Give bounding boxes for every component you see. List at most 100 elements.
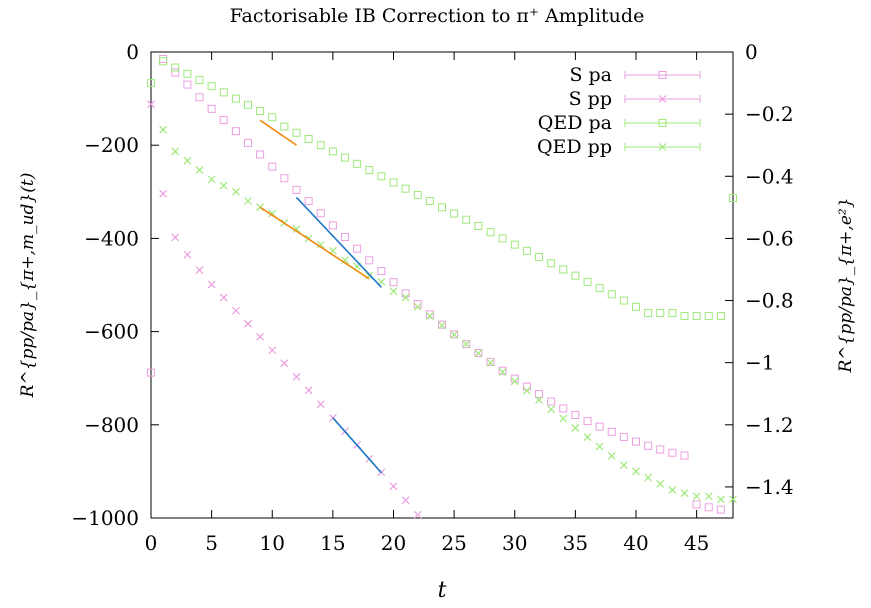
- cross-stroke: [692, 492, 701, 501]
- data-point: [389, 278, 398, 287]
- fits-layer: [259, 119, 382, 474]
- data-point: [219, 116, 228, 125]
- data-point: [353, 244, 362, 253]
- data-point: [450, 330, 459, 339]
- data-point: [716, 495, 725, 504]
- cross-stroke: [656, 479, 665, 488]
- cross-stroke: [231, 306, 240, 315]
- data-point: [341, 233, 349, 242]
- data-point: [256, 332, 265, 341]
- data-point: [522, 382, 531, 391]
- data-point: [644, 308, 653, 317]
- cross-stroke: [632, 467, 640, 476]
- data-point: [668, 448, 677, 457]
- data-point: [219, 88, 228, 97]
- series-qed-pa: [147, 57, 737, 321]
- chart-title: Factorisable IB Correction to π⁺ Amplitu…: [230, 5, 645, 27]
- data-point: [231, 94, 240, 103]
- data-point: [219, 293, 228, 302]
- legend-label: S pa: [569, 64, 612, 86]
- plot-area: [150, 51, 734, 519]
- data-point: [365, 256, 374, 265]
- cross-stroke: [658, 95, 667, 103]
- data-point: [280, 359, 289, 368]
- data-point: [195, 93, 204, 102]
- data-point: [510, 374, 519, 383]
- y2-tick-label: 0: [745, 40, 758, 64]
- cross-stroke: [413, 302, 422, 311]
- data-point: [668, 308, 677, 317]
- cross-stroke: [292, 225, 301, 234]
- data-point: [498, 368, 507, 376]
- cross-stroke: [595, 442, 604, 451]
- cross-stroke: [644, 473, 653, 482]
- y-tick-label: 0: [126, 40, 139, 64]
- cross-stroke: [231, 187, 240, 196]
- data-point: [183, 156, 192, 165]
- data-point: [207, 104, 216, 113]
- data-point: [256, 150, 265, 159]
- data-point: [559, 414, 568, 423]
- cross-stroke: [183, 156, 192, 165]
- data-point: [704, 312, 713, 321]
- data-point: [547, 259, 556, 268]
- cross-stroke: [195, 166, 204, 174]
- data-point: [171, 63, 180, 72]
- data-point: [510, 377, 519, 386]
- data-point: [244, 197, 252, 206]
- data-point: [389, 482, 398, 491]
- y-tick-label: −200: [84, 133, 139, 157]
- data-point: [401, 496, 410, 505]
- data-point: [413, 510, 422, 519]
- data-point: [171, 233, 180, 242]
- data-point: [231, 187, 240, 196]
- data-point: [316, 209, 325, 218]
- data-point: [680, 451, 689, 460]
- cross-stroke: [462, 340, 471, 348]
- data-point: [498, 366, 507, 375]
- data-point: [462, 215, 471, 224]
- data-point: [231, 127, 240, 136]
- data-point: [195, 75, 204, 84]
- x-tick-label: 0: [145, 531, 158, 555]
- data-point: [474, 221, 483, 230]
- data-point: [450, 209, 459, 218]
- data-point: [268, 113, 277, 122]
- cross-stroke: [486, 358, 495, 367]
- cross-stroke: [438, 321, 446, 330]
- x-tick-label: 10: [260, 531, 285, 555]
- data-point: [341, 153, 349, 162]
- data-point: [716, 505, 725, 514]
- data-point: [147, 79, 155, 88]
- data-point: [498, 234, 507, 243]
- x-tick-label: 5: [205, 531, 218, 555]
- cross-stroke: [207, 280, 216, 289]
- y2-tick-label: −1: [745, 351, 774, 375]
- cross-stroke: [522, 386, 531, 395]
- data-point: [644, 473, 653, 482]
- data-point: [425, 312, 434, 320]
- data-point: [425, 310, 434, 319]
- fit-line: [332, 417, 382, 474]
- data-point: [438, 203, 446, 212]
- cross-stroke: [316, 400, 325, 409]
- legend-label: S pp: [569, 88, 612, 110]
- data-point: [619, 432, 628, 441]
- data-point: [571, 423, 580, 432]
- x-axis-label: t: [438, 578, 447, 603]
- data-point: [571, 411, 580, 420]
- data-point: [377, 172, 386, 181]
- data-point: [716, 312, 725, 321]
- data-point: [680, 312, 689, 321]
- data-point: [268, 162, 277, 171]
- data-point: [268, 346, 277, 355]
- data-point: [510, 240, 519, 249]
- y2-tick-label: −0.8: [745, 289, 794, 313]
- data-point: [583, 417, 592, 426]
- data-point: [632, 437, 640, 446]
- cross-stroke: [571, 423, 580, 432]
- data-point: [535, 253, 543, 262]
- data-point: [729, 495, 737, 504]
